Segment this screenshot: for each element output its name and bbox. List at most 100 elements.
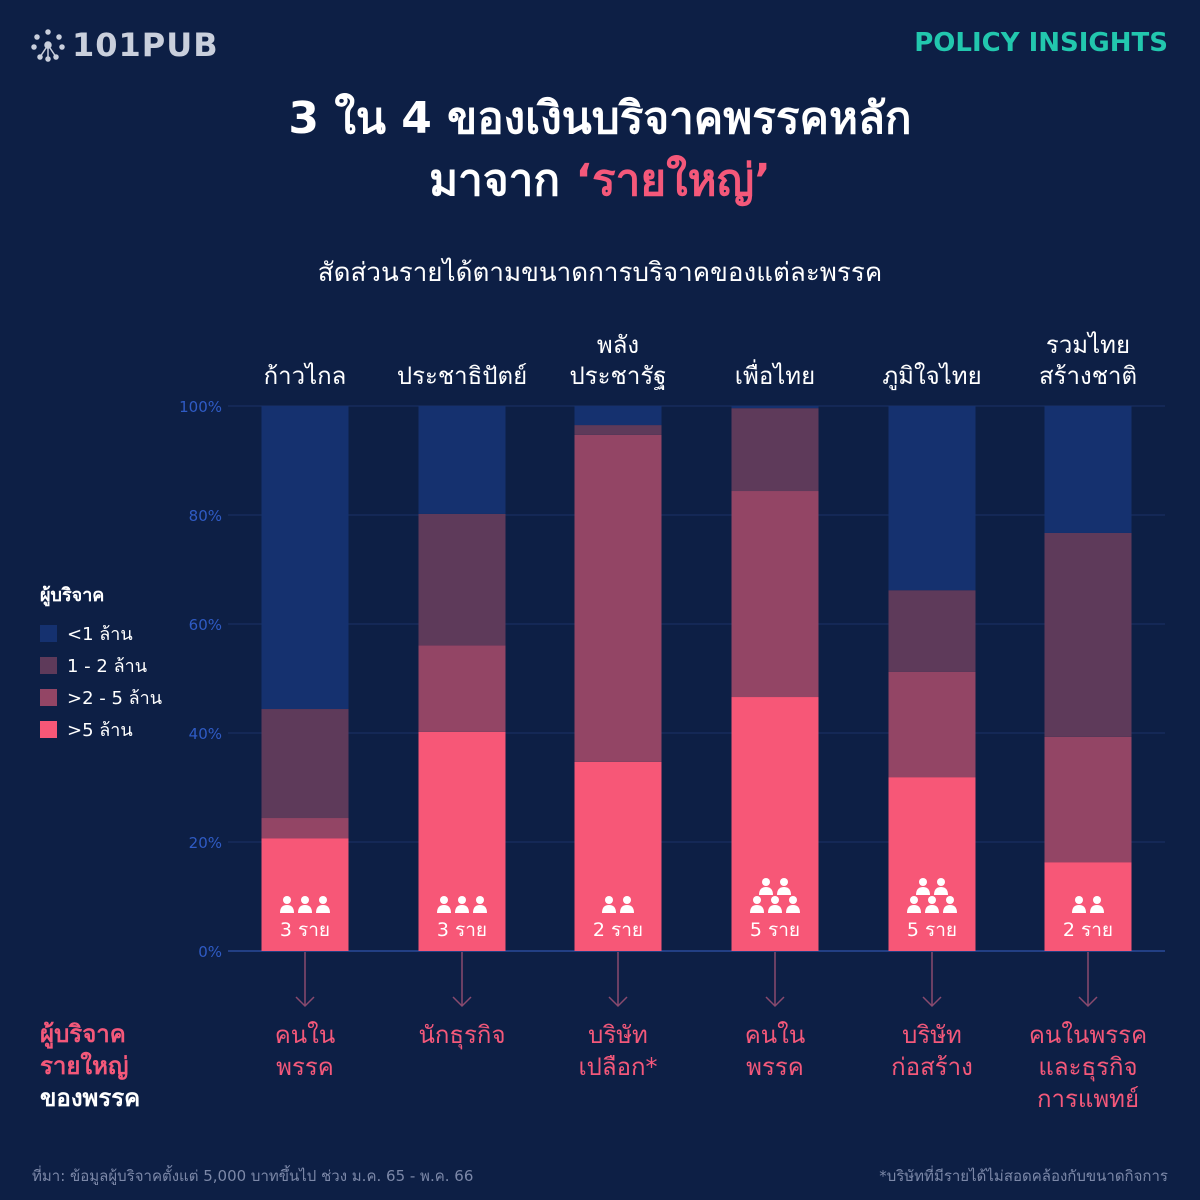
legend-swatch <box>40 720 57 738</box>
y-tick-label: 20% <box>189 834 222 852</box>
legend-swatch <box>40 624 57 642</box>
source-note: ที่มา: ข้อมูลผู้บริจาคตั้งแต่ 5,000 บาทข… <box>32 1167 474 1185</box>
person-icon <box>283 896 291 904</box>
person-icon <box>476 896 484 904</box>
footnote: *บริษัทที่มีรายได้ไม่สอดคล้องกับขนาดกิจก… <box>879 1167 1168 1185</box>
arrow-down-icon <box>765 996 785 1008</box>
person-icon <box>1075 896 1083 904</box>
bar-segment-2-5 <box>261 818 349 839</box>
person-icon <box>943 905 957 913</box>
bar-segment-2-5 <box>418 645 506 732</box>
person-icon <box>473 905 487 913</box>
person-icon <box>605 896 613 904</box>
legend-item-2-5: >2 - 5 ล้าน <box>40 675 162 719</box>
legend-item-lt1: <1 ล้าน <box>40 611 162 655</box>
large-donor-label-line2: รายใหญ่ <box>40 1052 129 1080</box>
legend-swatch <box>40 688 57 706</box>
legend: ผู้บริจาค <1 ล้าน 1 - 2 ล้าน >2 - 5 ล้าน… <box>40 580 162 751</box>
person-icon <box>602 905 616 913</box>
person-icon <box>789 896 797 904</box>
person-icon <box>455 905 469 913</box>
person-icon <box>301 896 309 904</box>
person-icon <box>925 905 939 913</box>
person-icon <box>916 887 930 895</box>
person-icon <box>750 905 764 913</box>
donor-count-label: 5 ราย <box>750 919 800 941</box>
person-icon <box>316 905 330 913</box>
person-icon <box>786 905 800 913</box>
people-icon <box>750 878 800 913</box>
legend-label: 1 - 2 ล้าน <box>67 655 148 677</box>
logo-text: 101PUB <box>72 26 219 64</box>
bar-segment-1-2 <box>574 425 662 435</box>
bar-segment-1-2 <box>261 709 349 819</box>
donor-count-label: 2 ราย <box>1063 919 1113 941</box>
network-icon <box>31 29 65 62</box>
person-icon <box>1090 905 1104 913</box>
donor-type-label: ก่อสร้าง <box>891 1053 973 1081</box>
bar-segment-lt1 <box>1044 406 1132 533</box>
person-icon <box>946 896 954 904</box>
donor-type-label: พรรค <box>276 1053 334 1081</box>
category-label: ก้าวไกล <box>264 362 347 390</box>
person-icon <box>910 896 918 904</box>
arrow-down-icon <box>452 996 472 1008</box>
donor-type-label: บริษัท <box>588 1021 648 1049</box>
title-line2-prefix: มาจาก <box>429 155 576 206</box>
person-icon <box>1072 905 1086 913</box>
y-tick-label: 100% <box>179 398 222 416</box>
donor-count-label: 3 ราย <box>280 919 330 941</box>
person-icon <box>771 896 779 904</box>
bar-segment-lt1 <box>574 406 662 426</box>
chart-title: สัดส่วนรายได้ตามขนาดการบริจาคของแต่ละพรร… <box>317 258 883 288</box>
donor-type-label: คนใน <box>275 1021 336 1049</box>
legend-swatch <box>40 656 57 674</box>
bar-segment-2-5 <box>1044 736 1132 863</box>
category-label: ประชาธิปัตย์ <box>397 362 527 390</box>
person-icon <box>437 905 451 913</box>
legend-label: >2 - 5 ล้าน <box>67 687 163 709</box>
bar-segment-gt5 <box>261 838 349 951</box>
bar-segment-gt5 <box>1044 862 1132 951</box>
donor-type-label: และธุรกิจ <box>1038 1053 1137 1082</box>
arrow-down-icon <box>922 996 942 1008</box>
person-icon <box>928 896 936 904</box>
person-icon <box>759 887 773 895</box>
large-donor-label: ผู้บริจาค รายใหญ่ ของพรรค <box>40 1018 140 1114</box>
person-icon <box>319 896 327 904</box>
person-icon <box>623 896 631 904</box>
legend-label: >5 ล้าน <box>67 719 133 741</box>
bar-segment-1-2 <box>418 513 506 646</box>
bar-segment-2-5 <box>574 434 662 762</box>
title-line1: 3 ใน 4 ของเงินบริจาคพรรคหลัก <box>288 93 912 144</box>
donor-type-label: คนใน <box>745 1021 806 1049</box>
donor-type-label: การแพทย์ <box>1037 1085 1139 1113</box>
large-donor-label-line3: ของพรรค <box>40 1084 141 1112</box>
person-icon <box>780 878 788 886</box>
legend-item-1-2: 1 - 2 ล้าน <box>40 643 162 687</box>
logo: 101PUB <box>30 26 219 64</box>
legend-item-gt5: >5 ล้าน <box>40 707 162 751</box>
bar-segment-gt5 <box>418 731 506 951</box>
y-tick-label: 0% <box>198 943 222 961</box>
donor-count-label: 2 ราย <box>593 919 643 941</box>
bar-segment-lt1 <box>888 406 976 591</box>
donor-count-label: 3 ราย <box>437 919 487 941</box>
bar-segment-2-5 <box>731 491 819 698</box>
brand-label: POLICY INSIGHTS <box>914 28 1168 58</box>
bar-segment-lt1 <box>731 406 819 409</box>
people-icon <box>280 896 330 913</box>
donor-type-label: คนในพรรค <box>1029 1021 1147 1049</box>
people-icon <box>1072 896 1104 913</box>
person-icon <box>280 905 294 913</box>
person-icon <box>919 878 927 886</box>
person-icon <box>753 896 761 904</box>
bar-segment-lt1 <box>418 406 506 514</box>
legend-label: <1 ล้าน <box>67 623 133 645</box>
bar-segment-lt1 <box>261 406 349 710</box>
large-donor-label-line1: ผู้บริจาค <box>40 1020 126 1048</box>
person-icon <box>440 896 448 904</box>
person-icon <box>768 905 782 913</box>
category-label: เพื่อไทย <box>735 359 815 390</box>
bar-segment-1-2 <box>1044 532 1132 737</box>
